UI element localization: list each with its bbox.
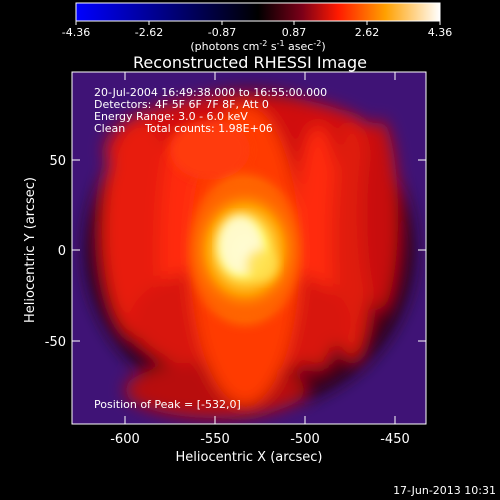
x-tick-marks [124, 72, 396, 424]
colorbar-tick-2: -0.87 [208, 26, 236, 39]
y-tick-label-2: -50 [45, 335, 66, 350]
y-tick-marks [72, 159, 426, 342]
units-sup-1: -2 [259, 39, 267, 48]
annotation-counts: Total counts: 1.98E+06 [144, 122, 273, 135]
x-tick-label-2: -500 [290, 432, 320, 447]
y-tick-label-0: 50 [49, 154, 66, 169]
annotation-clean: Clean [94, 122, 125, 135]
colorbar-tick-3: 0.87 [282, 26, 307, 39]
x-tick-label-1: -550 [200, 432, 230, 447]
y-tick-label-1: 0 [58, 244, 66, 259]
colorbar-units: (photons cm-2 s-1 asec-2) [190, 39, 325, 53]
colorbar [75, 2, 441, 22]
annotation-peak: Position of Peak = [-532,0] [94, 398, 241, 411]
colorbar-tick-5: 4.36 [428, 26, 453, 39]
annotation-time-range: 20-Jul-2004 16:49:38.000 to 16:55:00.000 [94, 86, 327, 99]
colorbar-tick-1: -2.62 [135, 26, 163, 39]
units-prefix: (photons cm [190, 40, 259, 53]
x-tick-label-0: -600 [110, 432, 140, 447]
plot-frame [71, 71, 427, 425]
units-sup-2: -1 [277, 39, 285, 48]
x-tick-label-3: -450 [380, 432, 410, 447]
units-suffix: ) [321, 40, 325, 53]
colorbar-tick-0: -4.36 [62, 26, 90, 39]
footer-timestamp: 17-Jun-2013 10:31 [393, 484, 496, 497]
colorbar-tick-4: 2.62 [355, 26, 380, 39]
annotation-detectors: Detectors: 4F 5F 6F 7F 8F, Att 0 [94, 98, 269, 111]
units-mid: s [267, 40, 276, 53]
x-axis-label: Heliocentric X (arcsec) [176, 450, 323, 465]
y-axis-label: Heliocentric Y (arcsec) [23, 177, 38, 323]
solar-xray-image [72, 72, 426, 424]
colorbar-tick-marks [75, 21, 441, 25]
plot-title: Reconstructed RHESSI Image [133, 53, 367, 72]
annotation-energy: Energy Range: 3.0 - 6.0 keV [94, 110, 248, 123]
units-mid-2: asec [285, 40, 314, 53]
units-sup-3: -2 [313, 39, 321, 48]
